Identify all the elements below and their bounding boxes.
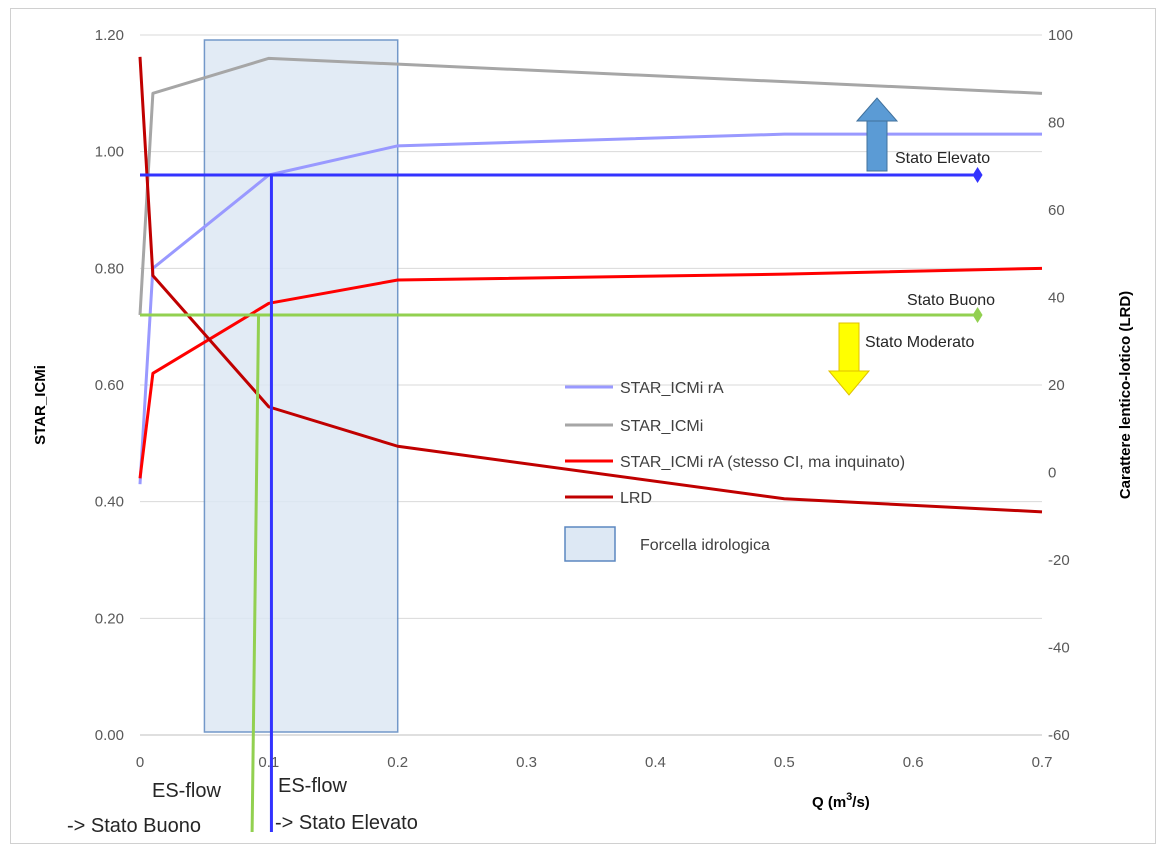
x-tick-label: 0.6 [903, 754, 924, 771]
es-flow-lines [250, 175, 273, 833]
y2-tick-label: 60 [1048, 202, 1065, 219]
legend-label-lrd: LRD [620, 490, 652, 507]
legend-label-star-icmi-ra: STAR_ICMi rA [620, 380, 724, 397]
series-star-icmi-ra [138, 132, 1042, 485]
series-star-icmi-ra-inquinato [138, 266, 1043, 479]
annotation-stato-elevato: Stato Elevato [895, 150, 990, 167]
y2-tick-label: -60 [1048, 727, 1070, 744]
y-tick-label: 0.80 [95, 260, 124, 277]
x-tick-label: 0.3 [516, 754, 537, 771]
diamond-marker-icon [972, 307, 983, 323]
y2-tick-label: 100 [1048, 27, 1073, 44]
series-lrd [138, 56, 1043, 514]
threshold-lines [140, 167, 983, 323]
y2-tick-label: 80 [1048, 115, 1065, 132]
x-tick-labels: 0 0.1 0.2 0.3 0.4 0.5 0.6 0.7 [136, 754, 1053, 771]
x-tick-label: 0.4 [645, 754, 666, 771]
series-lines [138, 56, 1043, 514]
y-tick-labels: 0.00 0.20 0.40 0.60 0.80 1.00 1.20 [95, 27, 124, 744]
y-axis-title: STAR_ICMi [32, 365, 49, 445]
x-tick-label: 0.7 [1032, 754, 1053, 771]
y2-tick-label: 40 [1048, 290, 1065, 307]
y2-tick-label: 20 [1048, 377, 1065, 394]
x-tick-label: 0.1 [258, 754, 279, 771]
y2-tick-label: -20 [1048, 552, 1070, 569]
es-flow-label-elevato-2: -> Stato Elevato [275, 812, 418, 834]
y2-tick-labels: -60 -40 -20 0 20 40 60 80 100 [1048, 27, 1073, 744]
x-tick-label: 0.5 [774, 754, 795, 771]
x-tick-label: 0.2 [387, 754, 408, 771]
y-tick-label: 1.00 [95, 144, 124, 161]
legend-label-star-icmi-ra-inquinato: STAR_ICMi rA (stesso CI, ma inquinato) [620, 454, 905, 471]
y2-tick-label: -40 [1048, 640, 1070, 657]
legend-swatch-forcella [564, 526, 616, 562]
x-axis-title: Q (m3/s) [812, 791, 870, 811]
y-tick-label: 0.20 [95, 610, 124, 627]
annotation-stato-moderato: Stato Moderato [865, 334, 975, 351]
es-flow-label-elevato-1: ES-flow [278, 775, 347, 797]
y-tick-label: 0.60 [95, 377, 124, 394]
y-tick-label: 0.40 [95, 494, 124, 511]
es-flow-label-buono-2: -> Stato Buono [67, 815, 201, 837]
legend-label-forcella: Forcella idrologica [640, 537, 770, 554]
arrow-down-icon [827, 322, 871, 396]
legend: STAR_ICMi rA STAR_ICMi STAR_ICMi rA (ste… [564, 380, 905, 562]
y-tick-label: 0.00 [95, 727, 124, 744]
y-tick-label: 1.20 [95, 27, 124, 44]
legend-label-star-icmi: STAR_ICMi [620, 418, 703, 435]
series-star-icmi [138, 56, 1043, 316]
x-tick-label: 0 [136, 754, 144, 771]
diamond-marker-icon [972, 167, 983, 183]
arrow-up-icon [855, 97, 899, 172]
y2-tick-label: 0 [1048, 465, 1056, 482]
annotation-stato-buono: Stato Buono [907, 292, 995, 309]
es-flow-line-buono [250, 314, 261, 833]
forcella-idrologica-box [203, 39, 399, 733]
es-flow-label-buono-1: ES-flow [152, 780, 221, 802]
y2-axis-title: Carattere lentico-lotico (LRD) [1117, 291, 1134, 499]
